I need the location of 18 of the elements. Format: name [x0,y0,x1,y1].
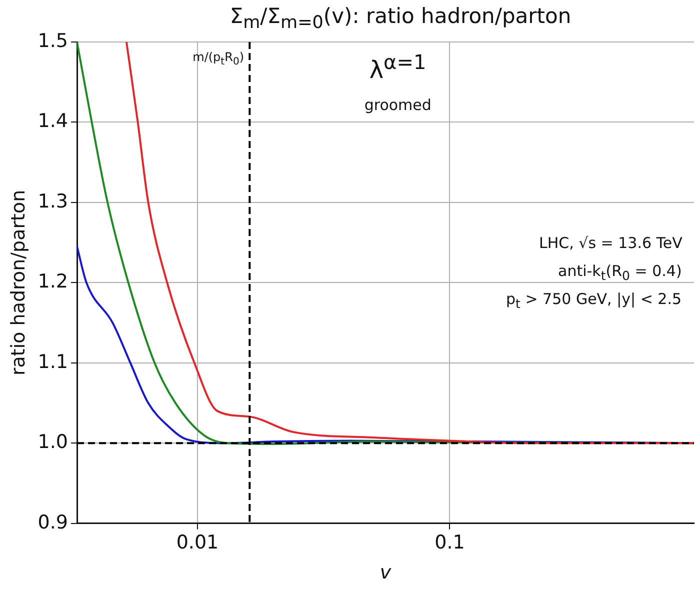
y-tick-label: 1.2 [38,270,68,293]
x-tick-label: 0.01 [176,532,219,554]
y-tick-label: 1.1 [38,350,68,373]
x-tick-label: 0.1 [434,532,465,554]
y-tick-label: 0.9 [38,511,68,534]
chart-title: Σ$_{m}$/Σ$_{m=0}$(v): ratio hadron/parton [228,4,572,34]
annotation: λ$^{α=1}$ [369,50,426,84]
annotation: LHC, √s = 13.6 TeV [539,234,682,252]
x-axis-title: v [380,562,392,584]
y-tick-label: 1.0 [38,431,68,454]
y-tick-label: 1.3 [38,190,68,212]
annotation: anti-k$_{t}$(R$_{0}$ = 0.4) [558,262,682,283]
y-axis-title: ratio hadron/parton [7,190,30,376]
annotation: p$_{t}$ > 750 GeV, |y| < 2.5 [506,290,682,311]
y-tick-label: 1.4 [38,110,68,132]
y-tick-label: 1.5 [38,30,68,52]
annotation: groomed [364,96,432,114]
ref-line-label: m/(p$_{t}$R$_{0}$) [192,50,244,68]
